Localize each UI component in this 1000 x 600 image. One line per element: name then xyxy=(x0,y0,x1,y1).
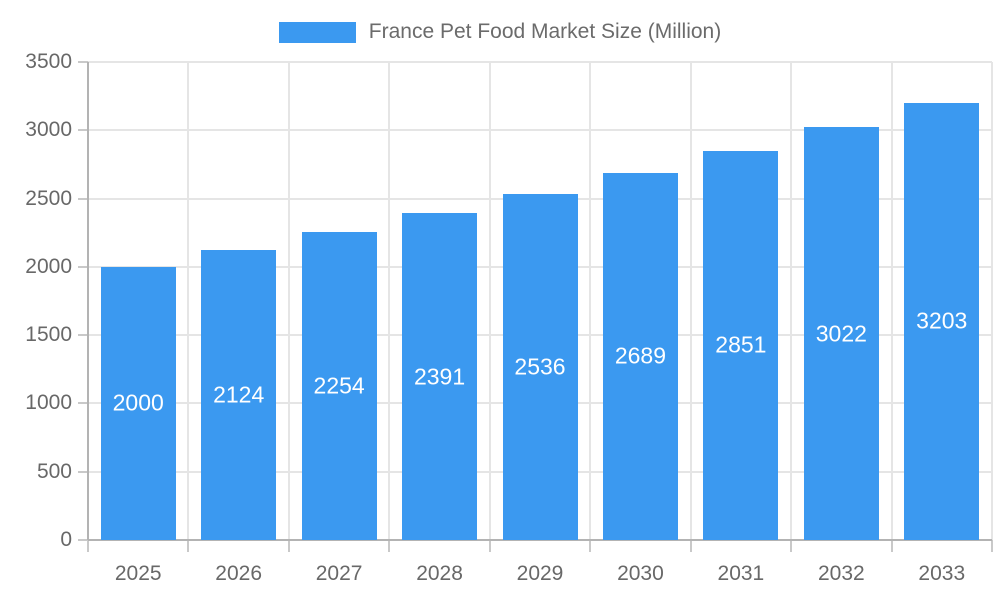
legend-label: France Pet Food Market Size (Million) xyxy=(368,20,722,43)
bar-2028: 2391 xyxy=(402,213,478,540)
y-axis-label: 500 xyxy=(36,459,72,483)
y-axis-line xyxy=(87,62,89,540)
y-axis-label: 3000 xyxy=(25,118,72,142)
x-axis-label: 2025 xyxy=(114,562,162,585)
y-axis-tick xyxy=(78,402,88,405)
bar-value-label: 2000 xyxy=(112,389,164,416)
legend-item[interactable]: France Pet Food Market Size (Million) xyxy=(278,20,722,44)
y-axis-tick xyxy=(78,129,88,132)
bar-value-label: 3203 xyxy=(916,307,968,334)
x-axis-label: 2027 xyxy=(315,562,363,585)
x-axis-tick xyxy=(488,540,491,552)
y-axis-tick xyxy=(78,61,88,63)
gridline-vertical xyxy=(388,62,391,540)
x-axis-label: 2033 xyxy=(918,562,966,585)
bar-value-label: 2689 xyxy=(614,342,667,369)
bar-value-label: 2536 xyxy=(514,353,566,380)
bar-2026: 2124 xyxy=(201,249,277,540)
x-axis-label: 2028 xyxy=(416,562,463,585)
x-axis-label: 2031 xyxy=(717,562,765,585)
bar-2033: 3203 xyxy=(904,102,980,540)
y-axis-label: 2000 xyxy=(25,254,72,278)
x-axis-tick xyxy=(890,540,893,552)
gridline-vertical xyxy=(589,62,592,540)
gridline-horizontal xyxy=(88,129,992,132)
x-axis-tick xyxy=(689,540,692,552)
legend: France Pet Food Market Size (Million) xyxy=(0,20,1000,44)
x-axis-tick xyxy=(991,540,993,552)
gridline-vertical xyxy=(890,62,893,540)
x-axis-label: 2029 xyxy=(516,562,564,585)
y-axis-label: 0 xyxy=(60,528,72,551)
x-axis-label: 2030 xyxy=(617,562,664,585)
y-axis-tick xyxy=(78,470,88,473)
x-axis-line xyxy=(88,539,992,541)
bar-value-label: 2851 xyxy=(715,331,767,358)
x-axis-tick xyxy=(790,540,793,552)
bar-value-label: 3022 xyxy=(815,320,867,347)
gridline-vertical xyxy=(187,62,190,540)
y-axis-label: 2500 xyxy=(25,186,72,210)
gridline-vertical xyxy=(790,62,793,540)
bar-2032: 3022 xyxy=(803,127,879,540)
bar-2025: 2000 xyxy=(100,266,176,540)
x-axis-tick xyxy=(87,540,89,552)
y-axis-label: 3500 xyxy=(25,50,72,73)
x-axis-tick xyxy=(287,540,290,552)
gridline-vertical xyxy=(689,62,692,540)
bar-value-label: 2391 xyxy=(413,363,466,390)
x-axis-tick xyxy=(589,540,592,552)
x-axis-label: 2026 xyxy=(215,562,263,585)
y-axis-tick xyxy=(78,334,88,337)
y-axis-tick xyxy=(78,539,88,541)
bar-value-label: 2254 xyxy=(313,372,365,399)
bar-2029: 2536 xyxy=(502,193,578,540)
x-axis-label: 2032 xyxy=(817,562,865,585)
bar-2030: 2689 xyxy=(602,172,678,540)
gridline-vertical xyxy=(991,62,993,540)
gridline-vertical xyxy=(488,62,491,540)
y-axis-tick xyxy=(78,265,88,268)
y-axis-label: 1000 xyxy=(25,391,72,415)
gridline-horizontal xyxy=(88,61,992,63)
gridline-vertical xyxy=(287,62,290,540)
x-axis-tick xyxy=(388,540,391,552)
x-axis-tick xyxy=(187,540,190,552)
bar-value-label: 2124 xyxy=(213,381,265,408)
y-axis-tick xyxy=(78,197,88,200)
plot-area: 0 500 1000 1500 2000 2500 3000 3500 2000 2025 2124… xyxy=(25,50,993,585)
legend-swatch-icon xyxy=(278,21,356,43)
y-axis-label: 1500 xyxy=(25,323,72,347)
bar-2031: 2851 xyxy=(703,150,779,540)
bar-2027: 2254 xyxy=(301,232,377,540)
